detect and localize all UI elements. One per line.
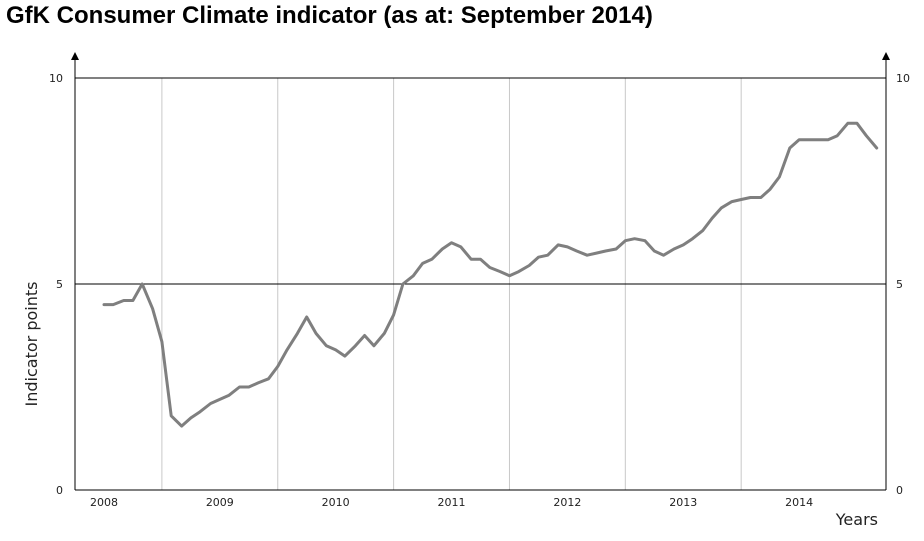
x-tick-label: 2008	[90, 496, 118, 509]
consumer-climate-line	[102, 121, 879, 428]
x-tick-label: 2014	[785, 496, 813, 509]
y-axis-left-ticks: 0 5 10	[49, 72, 63, 497]
y-tick-label-right: 0	[896, 484, 903, 497]
axes	[71, 52, 890, 491]
y-tick-label-right: 5	[896, 278, 903, 291]
x-tick-label: 2011	[438, 496, 466, 509]
x-tick-label: 2013	[669, 496, 697, 509]
y-tick-label-left: 10	[49, 72, 63, 85]
horizontal-gridlines	[75, 77, 886, 285]
y-axis-title: Indicator points	[22, 282, 41, 407]
y-tick-label-left: 5	[56, 278, 63, 291]
x-axis-title: Years	[835, 510, 878, 529]
y-tick-label-left: 0	[56, 484, 63, 497]
x-axis-ticks: 2008 2009 2010 2011 2012 2013 2014	[90, 496, 813, 509]
y-axis-right-ticks: 0 5 10	[896, 72, 910, 497]
chart-title: GfK Consumer Climate indicator (as at: S…	[6, 2, 653, 29]
x-tick-label: 2009	[206, 496, 234, 509]
x-tick-label: 2012	[553, 496, 581, 509]
y-tick-label-right: 10	[896, 72, 910, 85]
x-tick-label: 2010	[322, 496, 350, 509]
